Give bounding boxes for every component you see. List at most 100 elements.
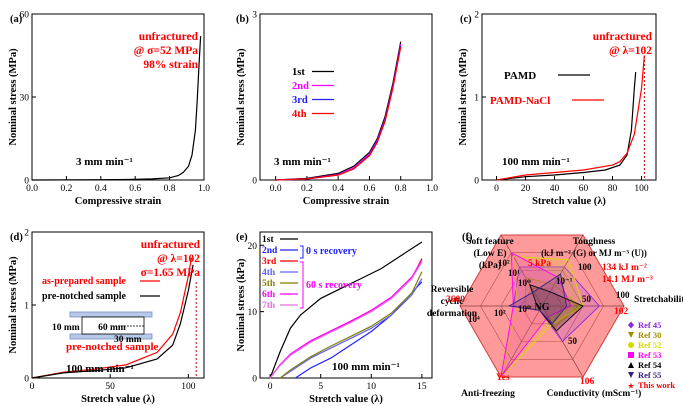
y-axis-label: Nominal stress (kPa): [236, 258, 247, 352]
bracket-0s: [300, 245, 304, 259]
y-tick-label: 1: [24, 302, 29, 312]
radar-spoke: [500, 234, 543, 307]
highlight-label: 134 kJ m⁻²: [602, 263, 647, 273]
panel-label: (a): [10, 14, 23, 25]
panel-b: 0.0 0.2 0.4 0.6 0.8 1.0 0 3 Compressive strain No…: [236, 11, 438, 208]
radar-tick-label: 10²: [494, 308, 506, 318]
x-tick-label: 0: [30, 382, 35, 392]
radar-axis-label: Stretchability: [634, 295, 683, 305]
legend-marker: [628, 362, 634, 368]
x-tick-label: 1.0: [426, 184, 438, 194]
legend-marker: [628, 372, 634, 378]
x-tick-label: 100: [634, 184, 649, 194]
x-tick-label: 20: [521, 184, 531, 194]
legend-label: 4th: [262, 268, 276, 278]
y-axis-label: Nominal stress (MPa): [8, 256, 19, 354]
panel-f: (f) NG Toughness(kJ m⁻² (G) or MJ m⁻³ (U))…: [427, 232, 683, 399]
x-tick-label: 60: [579, 184, 589, 194]
series-line-4th: [275, 47, 402, 181]
dim-60mm: 60 mm: [98, 323, 126, 333]
x-axis-label: Stretch value (λ): [309, 394, 383, 405]
y-tick-label: 30: [20, 94, 30, 104]
y-tick-label: 0: [252, 177, 257, 187]
legend-label: Ref 45: [638, 320, 661, 330]
y-tick-label: 2: [24, 229, 29, 239]
legend-marker: [628, 352, 634, 358]
x-tick-label: 0.4: [332, 184, 344, 194]
radar-tick-label: 100: [616, 290, 630, 300]
annotation-unfractured: unfractured: [141, 239, 201, 251]
legend-label: Ref 30: [638, 330, 661, 340]
highlight-label: 106: [580, 377, 595, 387]
annotation-lambda: @ λ=102: [609, 45, 652, 57]
y-tick-label: 20: [248, 242, 258, 252]
annotation-0s-recovery: 0 s recovery: [306, 246, 357, 257]
radar-spoke: [500, 305, 543, 378]
x-tick-label: 0.0: [26, 184, 38, 194]
bracket-60s: [300, 261, 304, 309]
x-tick-label: 5: [318, 382, 323, 392]
series-line-PAMD: [496, 72, 637, 181]
panel-label: (b): [236, 14, 249, 25]
panel-a: 0.0 0.2 0.4 0.6 0.8 1.0 0 30 60 Compressive strai…: [8, 11, 210, 208]
panel-d: 0 50 100 0 1 2 Stretch value (λ) Nominal stress…: [8, 229, 205, 405]
panel-label: (c): [460, 14, 472, 25]
radar-tick-label: 10²: [498, 258, 510, 268]
series-line-pre-notched-sample: [31, 264, 194, 379]
annotation-stress: @ σ=52 MPa: [134, 45, 199, 57]
series-line-5th: [279, 271, 423, 379]
legend-marker: [628, 321, 634, 329]
radar-axis-label: cyclic: [441, 297, 464, 307]
radar-tick-label: 50: [568, 336, 578, 346]
legend-label: 3rd: [262, 257, 277, 267]
series-line-1st: [275, 41, 402, 181]
x-axis-label: Compressive strain: [303, 196, 390, 207]
series-line-6th: [269, 259, 423, 379]
x-tick-label: 0.4: [95, 184, 107, 194]
highlight-label: 3600: [446, 295, 465, 305]
annotation-60s-recovery: 60 s recovery: [306, 280, 362, 291]
panel-c: 0 20 40 60 80 100 0 1 2 Stretch value (λ) Nominal …: [458, 11, 657, 207]
legend-label: 7th: [262, 301, 276, 311]
y-tick-label: 60: [20, 11, 30, 21]
radar-tick-label: 10⁻¹: [556, 276, 573, 286]
x-tick-label: 0.0: [270, 184, 282, 194]
y-axis-label: Nominal stress (MPa): [8, 48, 19, 146]
radar-axis-label: (Low E): [474, 248, 507, 259]
x-axis-label: Compressive strain: [75, 196, 162, 207]
x-tick-label: 0: [494, 184, 499, 194]
series-line-as-prepared-sample: [31, 257, 193, 379]
annotation-rate: 100 mm min⁻¹: [502, 156, 570, 168]
legend-label: 5th: [262, 279, 276, 289]
annotation-stress: σ=1.65 MPa: [141, 267, 201, 279]
x-tick-label: 0.2: [60, 184, 72, 194]
y-tick-label: 10: [248, 308, 258, 318]
legend-label: Ref 53: [638, 350, 661, 360]
legend-label: pre-notched sample: [42, 291, 127, 302]
legend-label: Ref 55: [638, 370, 661, 380]
radar-tick-label: 10¹: [508, 268, 520, 278]
y-tick-label: 0: [24, 375, 29, 385]
radar-series-Ref-53: [500, 251, 572, 378]
series-line-4th: [279, 278, 423, 379]
series-line-PAMD-NaCl: [496, 55, 645, 181]
series-line-7th: [269, 261, 423, 379]
x-tick-label: 10: [367, 382, 377, 392]
legend-label: as-prepared sample: [42, 276, 126, 287]
plot-frame: [259, 231, 433, 379]
annotation-rate: 3 mm min⁻¹: [274, 156, 331, 168]
radar-axis-label: (kJ m⁻² (G) or MJ m⁻³ (U)): [541, 248, 647, 258]
legend-label: 2nd: [292, 81, 309, 92]
radar-series-Ref-55: [507, 273, 568, 325]
annotation-strain: 98% strain: [143, 59, 198, 71]
legend-marker: [628, 342, 634, 348]
x-tick-label: 40: [550, 184, 560, 194]
x-tick-label: 80: [608, 184, 618, 194]
legend-label: Ref 54: [638, 360, 662, 370]
radar-center-label: NG: [535, 302, 550, 313]
highlight-label: 14.1 MJ m⁻³: [602, 275, 653, 285]
y-axis-label: Nominal stress (MPa): [458, 48, 469, 146]
series-line-1st: [269, 241, 423, 379]
legend-label: This work: [638, 380, 675, 390]
legend-marker: [628, 332, 634, 338]
